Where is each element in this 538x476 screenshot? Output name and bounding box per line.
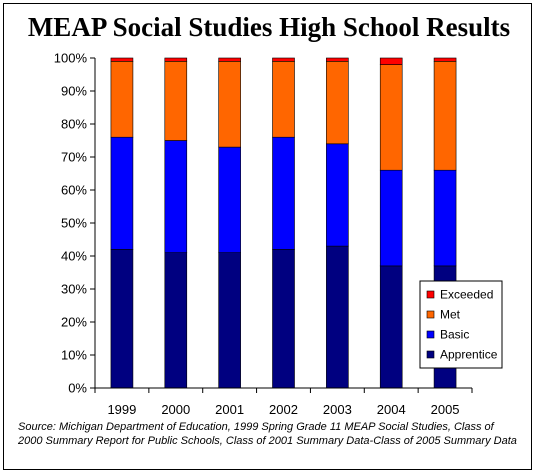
x-tick-label: 2004: [377, 402, 406, 417]
bar-segment-apprentice-2003: [326, 245, 349, 389]
bar-segment-met-2000: [164, 60, 188, 141]
y-tick-label: 70%: [61, 150, 87, 165]
bar-segment-basic-2004: [379, 169, 403, 267]
source-note: Source: Michigan Department of Education…: [18, 421, 517, 447]
axes-group: 0% 10% 20% 30% 40% 50% 60% 70% 80% 90% 100% 1999 200…: [54, 51, 473, 417]
legend-label-exceeded: Exceeded: [440, 288, 493, 302]
bar-segment-apprentice-2002: [272, 249, 295, 389]
bar-segment-basic-2000: [164, 140, 188, 253]
bar-segment-exceeded-2002: [272, 57, 295, 62]
stacked-bar-chart: 0% 10% 20% 30% 40% 50% 60% 70% 80% 90% 100% 1999 200…: [54, 51, 503, 417]
legend-swatch-basic: [426, 330, 435, 339]
y-tick-label: 80%: [61, 117, 87, 132]
bar-segment-exceeded-2004: [379, 57, 403, 65]
x-tick-label: 2003: [323, 402, 352, 417]
x-tick-label: 1999: [107, 402, 136, 417]
bar-segment-exceeded-2001: [218, 57, 241, 62]
bar-segment-exceeded-2003: [326, 57, 349, 62]
bar-segment-met-2003: [326, 60, 349, 145]
legend-label-met: Met: [440, 308, 461, 322]
bar-segment-met-2001: [218, 60, 241, 148]
y-tick-label: 20%: [61, 315, 87, 330]
legend-label-apprentice: Apprentice: [440, 348, 498, 362]
legend-swatch-met: [426, 310, 435, 319]
bar-segment-apprentice-2004: [379, 265, 403, 389]
bar-segment-met-2005: [433, 60, 457, 171]
y-tick-label: 90%: [61, 84, 87, 99]
bar-segment-met-2002: [272, 60, 295, 138]
chart-title: MEAP Social Studies High School Results: [27, 12, 511, 42]
bar-segment-exceeded-1999: [110, 57, 134, 62]
y-tick-label: 50%: [61, 216, 87, 231]
legend: Exceeded Met Basic Apprentice: [419, 280, 503, 369]
legend-label-basic: Basic: [440, 328, 469, 342]
bar-segment-met-2004: [379, 64, 403, 171]
bar-segment-apprentice-2001: [218, 252, 241, 389]
bar-segment-met-1999: [110, 60, 134, 138]
y-tick-label: 40%: [61, 249, 87, 264]
bar-segment-basic-2003: [326, 143, 349, 247]
legend-swatch-apprentice: [426, 350, 435, 359]
bar-segment-apprentice-1999: [110, 249, 134, 389]
x-tick-label: 2002: [269, 402, 298, 417]
y-tick-label: 30%: [61, 282, 87, 297]
y-tick-label: 60%: [61, 183, 87, 198]
legend-swatch-exceeded: [426, 290, 435, 299]
x-tick-label: 2001: [215, 402, 244, 417]
bar-segment-basic-2005: [433, 169, 457, 267]
bar-segment-basic-2002: [272, 136, 295, 250]
y-tick-label: 10%: [61, 348, 87, 363]
x-tick-label: 2005: [431, 402, 460, 417]
bars-group: [110, 57, 457, 389]
x-tick-label: 2000: [161, 402, 190, 417]
bar-segment-exceeded-2005: [433, 57, 457, 62]
y-tick-label: 0%: [68, 381, 87, 396]
bar-segment-exceeded-2000: [164, 57, 188, 62]
bar-segment-basic-1999: [110, 136, 134, 250]
bar-segment-basic-2001: [218, 146, 241, 254]
bar-segment-apprentice-2000: [164, 252, 188, 389]
y-tick-label: 100%: [54, 51, 88, 66]
